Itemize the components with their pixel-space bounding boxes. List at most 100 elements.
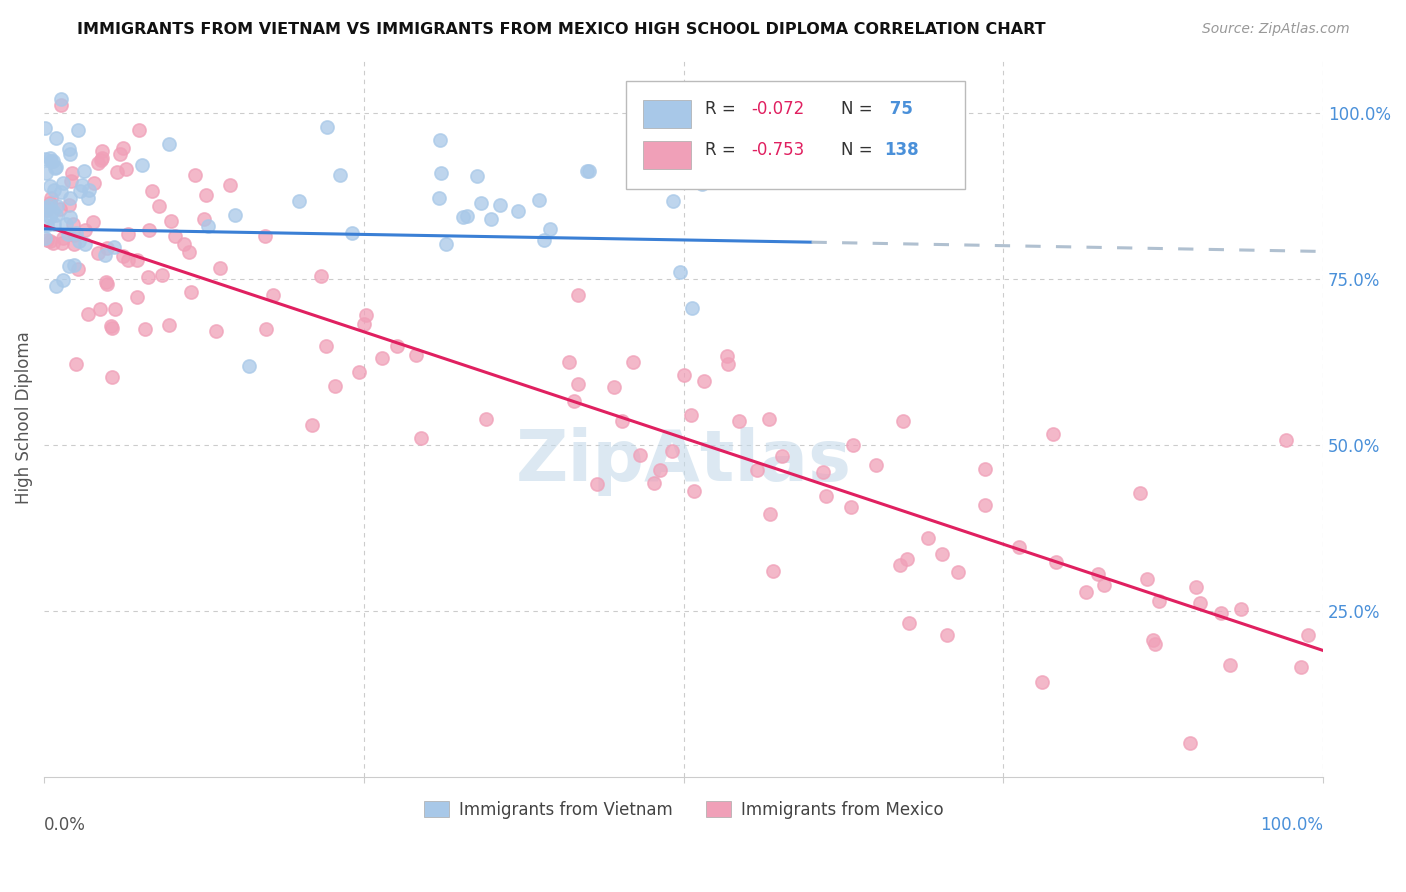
- Point: [661, 444, 683, 458]
- Point: [1076, 585, 1098, 599]
- Point: [716, 349, 738, 363]
- Point: [34, 166, 56, 180]
- Point: [194, 188, 217, 202]
- Point: [456, 209, 478, 223]
- Point: [538, 222, 561, 236]
- Point: [157, 136, 180, 151]
- Point: [163, 228, 186, 243]
- Point: [184, 168, 207, 182]
- Point: [209, 260, 232, 275]
- Point: [349, 365, 371, 379]
- Point: [77, 307, 100, 321]
- Point: [152, 268, 174, 283]
- Point: [49, 92, 72, 106]
- Point: [621, 354, 644, 368]
- Point: [891, 414, 914, 428]
- Point: [224, 208, 246, 222]
- Point: [58, 198, 80, 212]
- Point: [1147, 594, 1170, 608]
- Point: [1230, 602, 1253, 616]
- Point: [179, 245, 201, 260]
- Point: [603, 380, 626, 394]
- Point: [128, 122, 150, 136]
- Point: [329, 168, 352, 182]
- Point: [1296, 628, 1319, 642]
- Point: [1087, 566, 1109, 581]
- Point: [936, 628, 959, 642]
- Point: [1008, 541, 1031, 555]
- Point: [427, 191, 450, 205]
- Point: [131, 158, 153, 172]
- Point: [34, 120, 56, 135]
- Point: [562, 394, 585, 409]
- Point: [683, 483, 706, 498]
- Point: [842, 438, 865, 452]
- Point: [59, 191, 82, 205]
- Point: [628, 126, 651, 140]
- Point: [96, 277, 118, 291]
- Point: [576, 163, 599, 178]
- Point: [73, 223, 96, 237]
- Y-axis label: High School Diploma: High School Diploma: [15, 332, 32, 505]
- Point: [39, 196, 62, 211]
- Point: [770, 449, 793, 463]
- Point: [55, 217, 77, 231]
- Point: [110, 147, 132, 161]
- Text: 0.0%: 0.0%: [44, 816, 86, 834]
- Point: [896, 551, 918, 566]
- Point: [193, 211, 215, 226]
- Point: [105, 165, 128, 179]
- Point: [67, 234, 90, 248]
- Text: N =: N =: [841, 100, 877, 118]
- Point: [75, 237, 97, 252]
- Point: [681, 408, 703, 422]
- Point: [63, 259, 86, 273]
- Point: [567, 377, 589, 392]
- Point: [917, 531, 939, 545]
- Point: [52, 273, 75, 287]
- FancyBboxPatch shape: [643, 141, 692, 169]
- Point: [429, 133, 451, 147]
- Point: [865, 458, 887, 472]
- Point: [529, 193, 551, 207]
- Point: [815, 489, 838, 503]
- Point: [745, 463, 768, 477]
- Point: [67, 122, 90, 136]
- Point: [45, 199, 67, 213]
- Point: [315, 120, 337, 135]
- Point: [465, 169, 488, 184]
- Point: [356, 309, 378, 323]
- Point: [65, 227, 87, 241]
- Point: [65, 357, 87, 371]
- Point: [1142, 633, 1164, 648]
- Point: [41, 235, 63, 250]
- Point: [49, 185, 72, 199]
- Point: [96, 241, 118, 255]
- Point: [325, 379, 347, 393]
- Point: [38, 198, 60, 212]
- Point: [134, 322, 156, 336]
- Point: [41, 154, 63, 169]
- Point: [67, 262, 90, 277]
- Point: [45, 278, 67, 293]
- Text: Source: ZipAtlas.com: Source: ZipAtlas.com: [1202, 22, 1350, 37]
- Point: [1129, 486, 1152, 500]
- Text: R =: R =: [706, 141, 741, 159]
- Point: [127, 290, 149, 304]
- Point: [1209, 606, 1232, 620]
- Point: [889, 558, 911, 572]
- Text: -0.753: -0.753: [751, 141, 804, 159]
- Text: 75: 75: [884, 100, 914, 118]
- Point: [37, 200, 59, 214]
- Point: [60, 166, 83, 180]
- Point: [811, 465, 834, 479]
- Point: [62, 236, 84, 251]
- Point: [371, 351, 394, 366]
- Text: -0.072: -0.072: [751, 100, 804, 118]
- Point: [90, 153, 112, 167]
- Point: [69, 184, 91, 198]
- Point: [309, 269, 332, 284]
- Point: [39, 178, 62, 193]
- Text: 100.0%: 100.0%: [1260, 816, 1323, 834]
- Point: [650, 463, 672, 477]
